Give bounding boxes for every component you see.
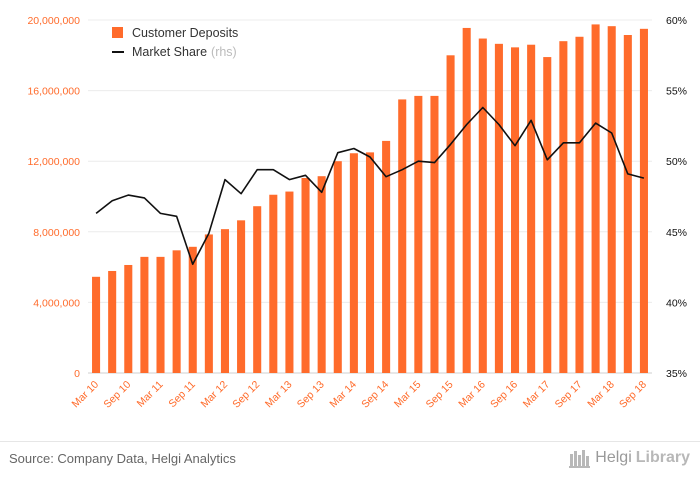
- x-tick-label: Mar 10: [70, 379, 102, 411]
- x-tick-label: Mar 15: [392, 379, 424, 411]
- bar-sep-11: [188, 246, 197, 373]
- bar-mar-10: [92, 276, 101, 373]
- bar-mar-18: [607, 26, 616, 374]
- bar-jun-17: [559, 41, 568, 374]
- x-tick-label: Mar 14: [327, 379, 359, 411]
- x-tick-label: Sep 10: [101, 379, 133, 411]
- bar-sep-17: [575, 36, 584, 374]
- brand-logo: Helgi Library: [569, 448, 690, 468]
- bar-mar-15: [414, 95, 423, 374]
- y-right-tick-label: 35%: [666, 368, 687, 380]
- bar-series: [92, 24, 648, 374]
- bar-mar-16: [478, 38, 487, 373]
- bar-dec-11: [204, 234, 213, 373]
- y-left-tick-label: 4,000,000: [33, 297, 80, 309]
- legend: Customer Deposits Market Share (rhs): [112, 26, 238, 59]
- x-tick-label: Mar 11: [135, 379, 166, 410]
- bar-sep-14: [382, 140, 391, 373]
- y-right-tick-label: 60%: [666, 15, 687, 27]
- bar-dec-14: [398, 99, 407, 374]
- footer-divider: [0, 441, 700, 442]
- bar-jun-10: [108, 270, 117, 373]
- x-tick-label: Mar 18: [585, 379, 617, 411]
- x-tick-label: Sep 16: [488, 379, 520, 411]
- bar-mar-17: [543, 57, 552, 373]
- bar-jun-15: [430, 95, 439, 374]
- bar-jun-11: [172, 250, 181, 373]
- bar-dec-17: [591, 24, 600, 373]
- bar-sep-10: [124, 264, 133, 373]
- x-tick-label: Sep 13: [295, 379, 327, 411]
- y-left-tick-label: 0: [74, 368, 80, 380]
- bar-mar-13: [285, 191, 294, 373]
- bar-jun-12: [237, 220, 246, 373]
- bar-jun-14: [365, 152, 375, 373]
- y-left-tick-label: 16,000,000: [27, 86, 80, 98]
- bar-mar-12: [220, 229, 229, 373]
- x-tick-label: Mar 16: [456, 379, 488, 411]
- legend-rhs-suffix: (rhs): [211, 45, 237, 59]
- legend-label-market-share-text: Market Share: [132, 45, 207, 59]
- bar-sep-13: [317, 176, 326, 373]
- bar-dec-15: [462, 27, 471, 373]
- line-series: [95, 106, 645, 266]
- y-right-tick-label: 55%: [666, 86, 687, 98]
- x-tick-label: Mar 13: [263, 379, 295, 411]
- legend-label-deposits: Customer Deposits: [132, 26, 238, 40]
- y-left-tick-label: 12,000,000: [27, 156, 80, 168]
- bar-jun-18: [623, 35, 632, 373]
- bar-sep-16: [511, 47, 520, 374]
- brand-name-part2: Library: [635, 449, 690, 466]
- brand-name-part1: Helgi: [595, 449, 632, 466]
- y-right-tick-label: 45%: [666, 227, 687, 239]
- market-share-line: [95, 106, 645, 266]
- bar-mar-11: [156, 256, 165, 373]
- y-right-tick-label: 50%: [666, 156, 687, 168]
- y-right-tick-label: 40%: [666, 297, 687, 309]
- x-tick-label: Sep 18: [617, 379, 649, 411]
- bar-mar-14: [349, 153, 358, 373]
- bar-sep-15: [446, 55, 455, 374]
- bar-dec-10: [140, 256, 149, 373]
- bar-jun-13: [301, 177, 310, 373]
- x-tick-label: Sep 11: [166, 379, 198, 411]
- bar-sep-12: [253, 206, 262, 373]
- y-left-tick-label: 8,000,000: [33, 227, 80, 239]
- x-tick-label: Mar 17: [521, 379, 553, 411]
- library-icon: [569, 450, 591, 468]
- x-tick-label: Sep 12: [230, 379, 262, 411]
- source-note: Source: Company Data, Helgi Analytics: [9, 451, 236, 466]
- bar-dec-13: [333, 161, 342, 373]
- bar-jun-16: [494, 43, 503, 373]
- y-left-tick-label: 20,000,000: [27, 15, 80, 27]
- x-tick-label: Sep 14: [359, 379, 391, 411]
- x-tick-label: Mar 12: [198, 379, 230, 411]
- bar-dec-12: [269, 194, 278, 373]
- legend-swatch-deposits: [112, 27, 123, 38]
- bar-dec-16: [527, 44, 536, 374]
- x-tick-label: Sep 17: [553, 379, 585, 411]
- bar-sep-18: [639, 28, 648, 373]
- x-tick-label: Sep 15: [424, 379, 456, 411]
- legend-label-market-share: Market Share (rhs): [132, 45, 237, 59]
